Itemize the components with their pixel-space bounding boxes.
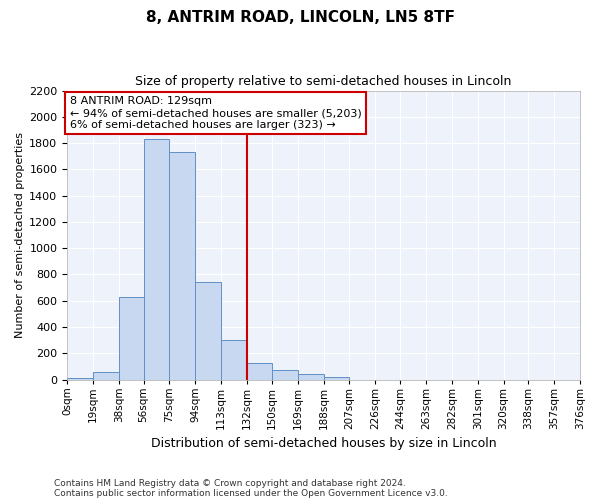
Y-axis label: Number of semi-detached properties: Number of semi-detached properties [15, 132, 25, 338]
Bar [221, 340, 247, 380]
Bar [93, 372, 119, 380]
Bar [143, 139, 169, 380]
Bar [169, 152, 196, 380]
Bar [247, 362, 272, 380]
Bar [119, 297, 143, 380]
Bar [67, 378, 93, 380]
X-axis label: Distribution of semi-detached houses by size in Lincoln: Distribution of semi-detached houses by … [151, 437, 496, 450]
Bar [298, 374, 323, 380]
Text: Contains HM Land Registry data © Crown copyright and database right 2024.: Contains HM Land Registry data © Crown c… [54, 478, 406, 488]
Text: 8 ANTRIM ROAD: 129sqm
← 94% of semi-detached houses are smaller (5,203)
6% of se: 8 ANTRIM ROAD: 129sqm ← 94% of semi-deta… [70, 96, 362, 130]
Bar [272, 370, 298, 380]
Bar [323, 377, 349, 380]
Text: 8, ANTRIM ROAD, LINCOLN, LN5 8TF: 8, ANTRIM ROAD, LINCOLN, LN5 8TF [146, 10, 455, 25]
Bar [196, 282, 221, 380]
Text: Contains public sector information licensed under the Open Government Licence v3: Contains public sector information licen… [54, 488, 448, 498]
Title: Size of property relative to semi-detached houses in Lincoln: Size of property relative to semi-detach… [136, 75, 512, 88]
